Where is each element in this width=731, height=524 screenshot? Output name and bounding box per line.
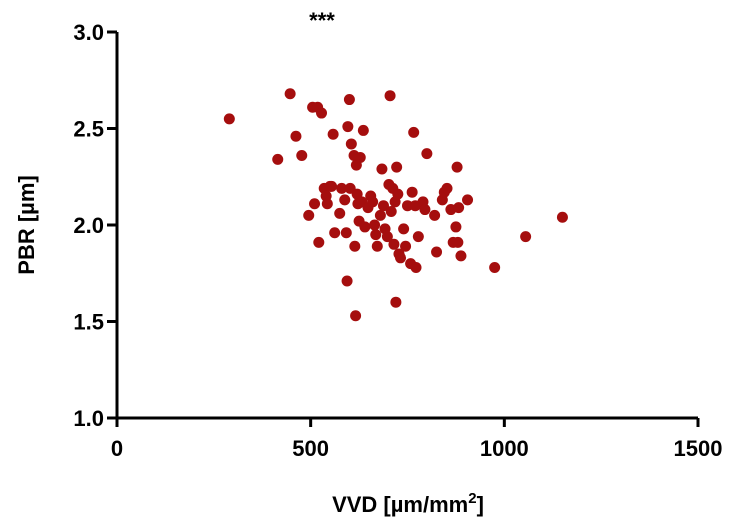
data-point bbox=[451, 161, 463, 173]
x-axis-title-close: ] bbox=[477, 492, 484, 517]
data-point bbox=[400, 240, 412, 252]
data-point bbox=[421, 148, 433, 160]
data-point bbox=[556, 211, 568, 223]
data-point bbox=[345, 138, 357, 150]
data-point bbox=[395, 252, 407, 264]
data-point bbox=[326, 180, 338, 192]
x-tick-label: 500 bbox=[292, 436, 329, 461]
data-point bbox=[329, 227, 341, 239]
data-point bbox=[376, 163, 388, 175]
data-point bbox=[336, 182, 348, 194]
data-point bbox=[334, 207, 346, 219]
data-point bbox=[342, 121, 354, 133]
data-point bbox=[290, 130, 302, 142]
data-point bbox=[406, 186, 418, 198]
data-point bbox=[452, 236, 464, 248]
data-point bbox=[392, 188, 404, 200]
data-point bbox=[408, 126, 420, 138]
data-point bbox=[369, 219, 381, 231]
data-point bbox=[388, 238, 400, 250]
data-point bbox=[462, 194, 474, 206]
data-point bbox=[321, 198, 333, 210]
data-point bbox=[367, 196, 379, 208]
data-point bbox=[327, 128, 339, 140]
data-point bbox=[284, 88, 296, 100]
data-point bbox=[455, 250, 467, 262]
data-point bbox=[296, 150, 308, 162]
data-point bbox=[371, 240, 383, 252]
tick-labels: 0 500 1000 1500 1.0 1.5 2.0 2.5 3.0 bbox=[73, 20, 722, 461]
data-point bbox=[520, 231, 532, 243]
data-point bbox=[390, 296, 402, 308]
x-tick-label: 0 bbox=[111, 436, 123, 461]
data-point bbox=[223, 113, 235, 125]
data-point bbox=[381, 231, 393, 243]
x-tick-label: 1000 bbox=[480, 436, 529, 461]
data-point bbox=[354, 151, 366, 163]
data-point bbox=[341, 275, 353, 287]
x-tick-label: 1500 bbox=[674, 436, 723, 461]
y-axis-title: PBR [µm] bbox=[14, 175, 39, 274]
y-tick-label: 2.0 bbox=[73, 213, 104, 238]
ticks bbox=[107, 30, 700, 427]
data-point bbox=[412, 231, 424, 243]
y-tick-label: 1.0 bbox=[73, 406, 104, 431]
y-tick-label: 2.5 bbox=[73, 117, 104, 142]
x-axis-title: VVD [µm/mm2] bbox=[332, 490, 484, 517]
data-point bbox=[489, 261, 501, 273]
data-point bbox=[398, 223, 410, 235]
data-point bbox=[303, 209, 315, 221]
data-point bbox=[410, 261, 422, 273]
data-point bbox=[272, 153, 284, 165]
data-point bbox=[429, 209, 441, 221]
data-point bbox=[385, 205, 397, 217]
data-point bbox=[357, 124, 369, 136]
data-point bbox=[419, 204, 431, 216]
data-point bbox=[453, 202, 465, 214]
data-point bbox=[441, 182, 453, 194]
data-point bbox=[343, 94, 355, 106]
data-point bbox=[340, 227, 352, 239]
data-point bbox=[391, 161, 403, 173]
y-tick-label: 3.0 bbox=[73, 20, 104, 45]
data-point bbox=[384, 90, 396, 102]
data-point bbox=[309, 198, 321, 210]
data-point bbox=[359, 221, 371, 233]
data-point bbox=[350, 310, 362, 322]
data-point bbox=[349, 240, 361, 252]
y-tick-label: 1.5 bbox=[73, 310, 104, 335]
x-axis-title-superscript: 2 bbox=[468, 490, 476, 507]
data-point bbox=[377, 200, 389, 212]
data-point bbox=[370, 229, 382, 241]
significance-annotation: *** bbox=[309, 8, 335, 33]
data-point bbox=[431, 246, 443, 258]
data-point bbox=[450, 221, 462, 233]
data-point bbox=[339, 194, 351, 206]
data-point bbox=[374, 209, 386, 221]
data-point bbox=[313, 236, 325, 248]
data-point bbox=[402, 200, 413, 212]
data-point bbox=[316, 107, 328, 119]
x-axis-title-main: VVD [µm/mm bbox=[332, 492, 468, 517]
data-points bbox=[223, 88, 568, 322]
